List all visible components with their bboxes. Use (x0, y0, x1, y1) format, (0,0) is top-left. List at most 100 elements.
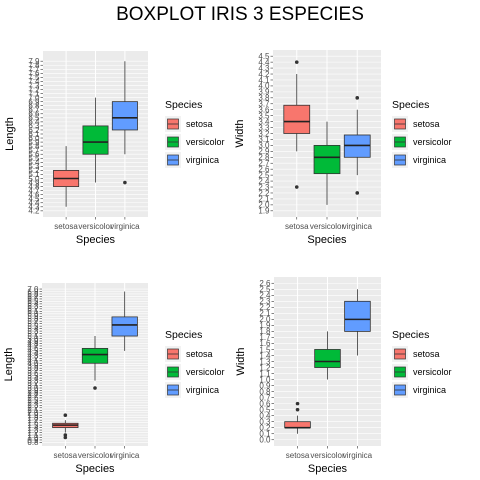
y-tick-label: 4.5 (27, 347, 39, 356)
box-setosa (283, 104, 311, 134)
y-tick-label: 3.9 (27, 362, 39, 371)
legend-label-virginica: virginica (413, 155, 446, 165)
panel-3: 0.80.91.01.11.21.31.41.51.61.71.81.92.02… (3, 283, 225, 475)
y-tick-label: 2.5 (258, 171, 270, 180)
y-tick-label: 1.9 (27, 411, 39, 420)
y-tick-label: 0.2 (259, 424, 271, 433)
y-tick-label: 1.1 (259, 369, 271, 378)
y-tick-label: 6.8 (27, 290, 39, 299)
y-tick-label: 2.4 (259, 291, 271, 300)
y-tick-label: 6.0 (28, 134, 40, 143)
y-tick-label: 3.8 (27, 364, 39, 373)
y-tick-label: 7.3 (28, 81, 40, 90)
y-tick-label: 6.1 (28, 130, 40, 139)
x-tick-label: versicolor (310, 451, 345, 460)
y-tick-label: 7.0 (28, 93, 40, 102)
y-tick-label: 5.0 (28, 174, 40, 183)
y-tick-label: 5.6 (28, 150, 40, 159)
y-tick-label: 4.6 (28, 190, 40, 199)
y-tick-label: 3.7 (258, 100, 270, 109)
y-tick-label: 3.2 (27, 379, 39, 388)
y-tick-label: 0.8 (27, 438, 39, 447)
y-tick-label: 4.7 (27, 342, 39, 351)
y-tick-label: 1.1 (27, 431, 39, 440)
outlier-point (93, 386, 97, 390)
legend-label-virginica: virginica (186, 155, 219, 165)
y-tick-label: 3.6 (27, 369, 39, 378)
x-tick-label: virginica (343, 222, 373, 231)
y-tick-label: 6.5 (28, 114, 40, 123)
y-tick-label: 3.3 (258, 123, 270, 132)
y-tick-label: 2.9 (258, 147, 270, 156)
y-tick-label: 6.7 (27, 292, 39, 301)
y-axis-title: Length (4, 117, 16, 151)
legend-title: Species (165, 329, 202, 341)
y-tick-label: 4.1 (27, 357, 39, 366)
legend-label-versicolor: versicolor (413, 367, 452, 377)
y-tick-label: 6.5 (27, 297, 39, 306)
y-tick-label: 2.3 (259, 297, 271, 306)
y-tick-label: 6.9 (27, 287, 39, 296)
y-tick-label: 4.4 (28, 199, 40, 208)
legend-label-setosa: setosa (186, 119, 213, 129)
legend-label-setosa: setosa (413, 349, 440, 359)
y-tick-label: 7.1 (28, 89, 40, 98)
y-tick-label: 2.2 (27, 404, 39, 413)
y-tick-label: 1.0 (259, 375, 271, 384)
box-versicolor (81, 348, 109, 364)
legend-label-virginica: virginica (186, 385, 219, 395)
y-tick-label: 4.6 (27, 344, 39, 353)
panel-4: 0.00.10.20.30.40.50.60.70.80.91.01.11.21… (235, 277, 452, 475)
y-tick-label: 4.0 (258, 82, 270, 91)
y-tick-label: 1.9 (258, 207, 270, 216)
y-tick-label: 3.0 (27, 384, 39, 393)
y-tick-label: 7.6 (28, 69, 40, 78)
y-tick-label: 5.2 (28, 166, 40, 175)
y-tick-label: 4.3 (27, 352, 39, 361)
y-tick-label: 5.8 (28, 142, 40, 151)
y-tick-label: 0.6 (259, 399, 271, 408)
panel-2: 1.92.02.12.22.32.42.52.62.72.82.93.03.13… (234, 50, 452, 246)
outlier-point (63, 433, 68, 437)
y-tick-label: 2.8 (258, 153, 270, 162)
y-tick-label: 2.5 (27, 396, 39, 405)
y-tick-label: 2.8 (27, 389, 39, 398)
x-axis-title: Species (308, 463, 348, 475)
y-tick-label: 6.6 (28, 110, 40, 119)
y-tick-label: 1.7 (259, 333, 271, 342)
y-tick-label: 4.2 (28, 207, 40, 216)
y-tick-label: 0.4 (259, 411, 271, 420)
box-versicolor (314, 349, 341, 368)
y-tick-label: 7.0 (27, 285, 39, 294)
y-tick-label: 2.6 (258, 165, 270, 174)
y-tick-label: 2.1 (259, 309, 271, 318)
y-tick-label: 6.1 (27, 307, 39, 316)
y-tick-label: 5.0 (27, 334, 39, 343)
y-tick-label: 4.2 (27, 354, 39, 363)
y-tick-label: 1.3 (27, 426, 39, 435)
x-tick-label: versicolor (78, 222, 113, 231)
y-tick-label: 7.9 (28, 57, 40, 66)
y-tick-label: 6.6 (27, 295, 39, 304)
y-tick-label: 2.6 (27, 394, 39, 403)
y-tick-label: 1.2 (27, 428, 39, 437)
x-axis-title: Species (75, 463, 115, 475)
y-tick-label: 0.9 (259, 381, 271, 390)
y-tick-label: 6.8 (28, 101, 40, 110)
y-tick-label: 1.4 (259, 351, 271, 360)
outlier-point (294, 185, 299, 189)
y-tick-label: 2.0 (27, 409, 39, 418)
y-tick-label: 4.7 (28, 186, 40, 195)
y-tick-label: 4.5 (28, 195, 40, 204)
y-tick-label: 1.8 (259, 327, 271, 336)
y-tick-label: 3.4 (258, 117, 270, 126)
y-tick-label: 4.4 (258, 58, 270, 67)
y-tick-label: 5.7 (28, 146, 40, 155)
y-tick-label: 5.9 (28, 138, 40, 147)
y-tick-label: 3.1 (27, 381, 39, 390)
y-tick-label: 5.2 (27, 329, 39, 338)
x-tick-label: virginica (343, 451, 373, 460)
legend-label-virginica: virginica (413, 385, 446, 395)
y-tick-label: 4.9 (28, 178, 40, 187)
